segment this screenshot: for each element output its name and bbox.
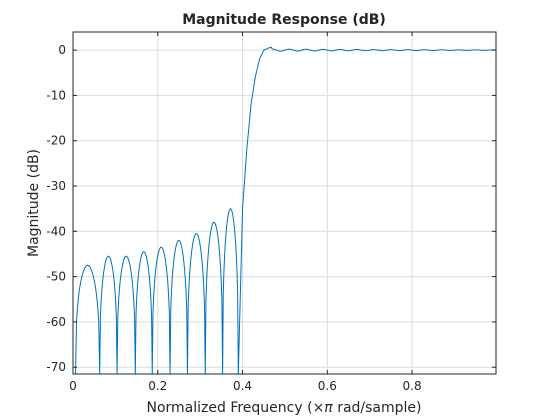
- x-tick-label: 0.2: [148, 379, 167, 393]
- x-axis-label-unit: ×π: [313, 400, 334, 416]
- plot-frame: [72, 31, 497, 375]
- x-axis-label-end: rad/sample): [333, 400, 422, 416]
- x-tick-label: 0.6: [318, 379, 337, 393]
- x-tick-label: 0: [69, 379, 77, 393]
- y-tick-label: -10: [46, 88, 66, 102]
- y-tick-label: -20: [46, 134, 66, 148]
- y-tick-label: -30: [46, 179, 66, 193]
- y-tick-label: -40: [46, 224, 66, 238]
- plot-area: [72, 31, 497, 375]
- x-tick-label: 0.4: [233, 379, 252, 393]
- axis-ticks: 0 0.2 0.4 0.6 0.8 0 -10 -20 -30 -40 -50 -60 -70: [46, 32, 496, 393]
- y-tick-label: -60: [46, 315, 66, 329]
- magnitude-series-line: [73, 46, 497, 375]
- series-layer: [73, 46, 497, 375]
- x-axis-label-main: Normalized Frequency (: [146, 400, 312, 416]
- x-tick-label: 0.8: [403, 379, 422, 393]
- y-tick-label: 0: [58, 43, 66, 57]
- x-axis-label: Normalized Frequency (×π rad/sample): [146, 400, 421, 416]
- y-tick-label: -70: [46, 360, 66, 374]
- y-tick-label: -50: [46, 270, 66, 284]
- y-axis-label: Magnitude (dB): [26, 149, 42, 257]
- chart-title: Magnitude Response (dB): [182, 12, 386, 28]
